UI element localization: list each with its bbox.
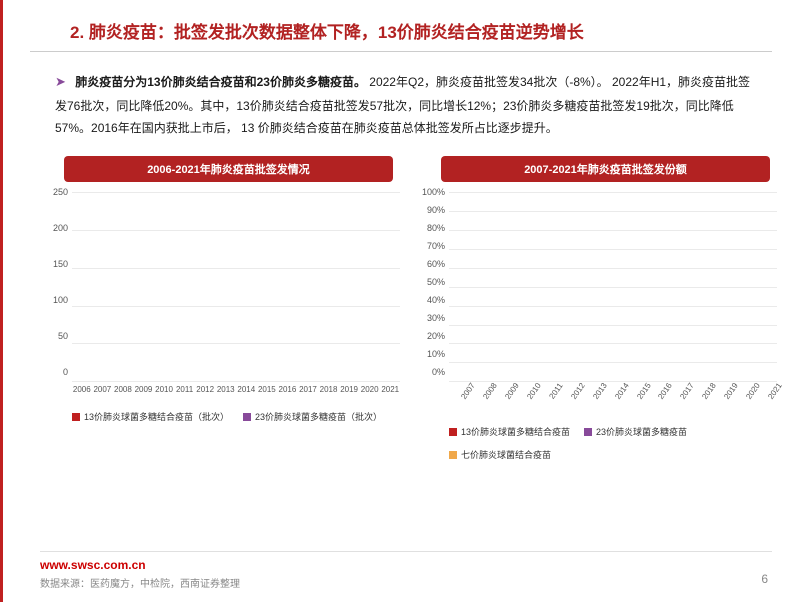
legend-item: 13价肺炎球菌多糖结合疫苗 xyxy=(449,425,570,438)
legend-label: 23价肺炎球菌多糖疫苗（批次） xyxy=(255,410,382,423)
x-tick: 2018 xyxy=(319,385,339,394)
y-tick: 100% xyxy=(419,187,445,197)
title-bar: 2. 肺炎疫苗：批签发批次数据整体下降，13价肺炎结合疫苗逆势增长 xyxy=(30,0,772,52)
x-tick: 2016 xyxy=(278,385,298,394)
x-tick: 2013 xyxy=(216,385,236,394)
y-tick: 30% xyxy=(419,313,445,323)
y-tick: 90% xyxy=(419,205,445,215)
legend-swatch xyxy=(584,428,592,436)
x-tick: 2019 xyxy=(339,385,359,394)
legend-label: 七价肺炎球菌结合疫苗 xyxy=(461,448,551,461)
legend-swatch xyxy=(449,428,457,436)
slide-title: 2. 肺炎疫苗：批签发批次数据整体下降，13价肺炎结合疫苗逆势增长 xyxy=(70,18,732,43)
legend-label: 13价肺炎球菌多糖结合疫苗（批次） xyxy=(84,410,229,423)
footer-url: www.swsc.com.cn xyxy=(40,558,772,572)
y-tick: 0 xyxy=(42,367,68,377)
y-tick: 80% xyxy=(419,223,445,233)
legend-item: 23价肺炎球菌多糖疫苗 xyxy=(584,425,687,438)
y-tick: 50% xyxy=(419,277,445,287)
legend-label: 23价肺炎球菌多糖疫苗 xyxy=(596,425,687,438)
chart-right-title: 2007-2021年肺炎疫苗批签发份额 xyxy=(441,156,770,182)
y-tick: 60% xyxy=(419,259,445,269)
legend-swatch xyxy=(243,413,251,421)
paragraph-lead: 肺炎疫苗分为13价肺炎结合疫苗和23价肺炎多糖疫苗。 xyxy=(75,75,366,89)
legend-swatch xyxy=(449,451,457,459)
y-tick: 40% xyxy=(419,295,445,305)
bullet-arrow-icon: ➤ xyxy=(55,74,66,89)
y-tick: 250 xyxy=(42,187,68,197)
x-tick: 2015 xyxy=(257,385,277,394)
x-tick: 2021 xyxy=(380,385,400,394)
chart-right-plot: 100%90%80%70%60%50%40%30%20%10%0% xyxy=(419,192,782,382)
x-tick: 2011 xyxy=(175,385,195,394)
legend-label: 13价肺炎球菌多糖结合疫苗 xyxy=(461,425,570,438)
footer-source: 数据来源：医药魔方，中检院，西南证券整理 xyxy=(40,575,772,590)
x-tick: 2007 xyxy=(93,385,113,394)
y-tick: 20% xyxy=(419,331,445,341)
x-tick: 2010 xyxy=(154,385,174,394)
chart-right: 2007-2021年肺炎疫苗批签发份额 100% 90% 80% 70% 60% 50% 4… xyxy=(419,156,782,461)
x-tick: 2006 xyxy=(72,385,92,394)
x-tick: 2009 xyxy=(134,385,154,394)
y-tick: 70% xyxy=(419,241,445,251)
x-tick: 2012 xyxy=(195,385,215,394)
y-tick: 200 xyxy=(42,223,68,233)
x-tick: 2020 xyxy=(360,385,380,394)
page-number: 6 xyxy=(761,572,768,586)
legend-item: 13价肺炎球菌多糖结合疫苗（批次） xyxy=(72,410,229,423)
charts-row: 2006-2021年肺炎疫苗批签发情况 250 200 150 100 50 0 2006… xyxy=(0,156,802,461)
chart-left: 2006-2021年肺炎疫苗批签发情况 250 200 150 100 50 0 2006… xyxy=(42,156,405,461)
y-tick: 100 xyxy=(42,295,68,305)
x-tick: 2008 xyxy=(113,385,133,394)
legend-item: 23价肺炎球菌多糖疫苗（批次） xyxy=(243,410,382,423)
footer: www.swsc.com.cn 数据来源：医药魔方，中检院，西南证券整理 xyxy=(40,551,772,590)
body-paragraph: ➤ 肺炎疫苗分为13价肺炎结合疫苗和23价肺炎多糖疫苗。 2022年Q2，肺炎疫… xyxy=(0,52,802,150)
legend-swatch xyxy=(72,413,80,421)
x-tick: 2017 xyxy=(298,385,318,394)
chart-left-title: 2006-2021年肺炎疫苗批签发情况 xyxy=(64,156,393,182)
y-tick: 10% xyxy=(419,349,445,359)
legend-item: 七价肺炎球菌结合疫苗 xyxy=(449,448,551,461)
x-tick: 2014 xyxy=(237,385,257,394)
y-tick: 0% xyxy=(419,367,445,377)
y-tick: 50 xyxy=(42,331,68,341)
chart-left-plot: 250200150100500 xyxy=(42,192,405,382)
y-tick: 150 xyxy=(42,259,68,269)
